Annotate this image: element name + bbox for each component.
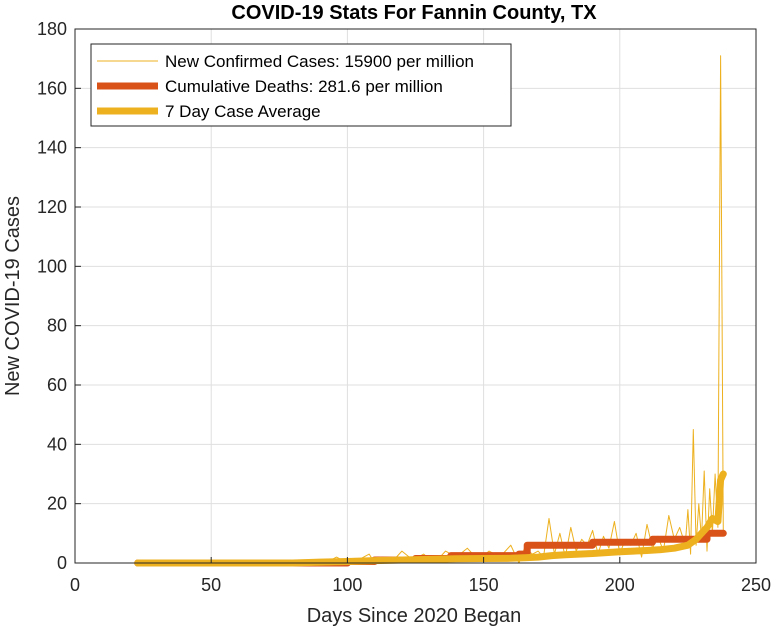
series-layer — [134, 55, 727, 567]
plot-frame — [74, 28, 757, 564]
y-axis-label: New COVID-19 Cases — [2, 196, 24, 396]
legend-entry-seven-day-average-label: 7 Day Case Average — [165, 102, 321, 121]
chart-title: COVID-19 Stats For Fannin County, TX — [231, 2, 597, 24]
y-tick-label: 40 — [47, 434, 67, 454]
x-tick-label: 0 — [70, 575, 80, 595]
y-tick-label: 20 — [47, 494, 67, 514]
ticks: 0 50 100 150 200 250 0 20 40 60 80 100 120 140 160 180 — [37, 19, 771, 595]
legend: New Confirmed Cases: 15900 per million Cu… — [90, 43, 512, 127]
new-cases-line — [137, 55, 724, 564]
y-tick-label: 100 — [37, 256, 67, 276]
seven-day-average-line — [134, 470, 727, 567]
x-tick-label: 200 — [605, 575, 635, 595]
y-tick-label: 140 — [37, 138, 67, 158]
y-tick-label: 60 — [47, 375, 67, 395]
x-tick-label: 150 — [469, 575, 499, 595]
x-tick-label: 50 — [201, 575, 221, 595]
y-tick-label: 160 — [37, 78, 67, 98]
y-tick-label: 120 — [37, 197, 67, 217]
x-tick-label: 250 — [741, 575, 771, 595]
y-tick-label: 180 — [37, 19, 67, 39]
legend-entry-new-cases-label: New Confirmed Cases: 15900 per million — [165, 52, 474, 71]
y-tick-label: 0 — [57, 553, 67, 573]
x-tick-label: 100 — [332, 575, 362, 595]
y-tick-label: 80 — [47, 316, 67, 336]
x-axis-label: Days Since 2020 Began — [307, 605, 522, 627]
legend-box — [90, 43, 512, 127]
legend-entry-cumulative-deaths-label: Cumulative Deaths: 281.6 per million — [165, 77, 443, 96]
